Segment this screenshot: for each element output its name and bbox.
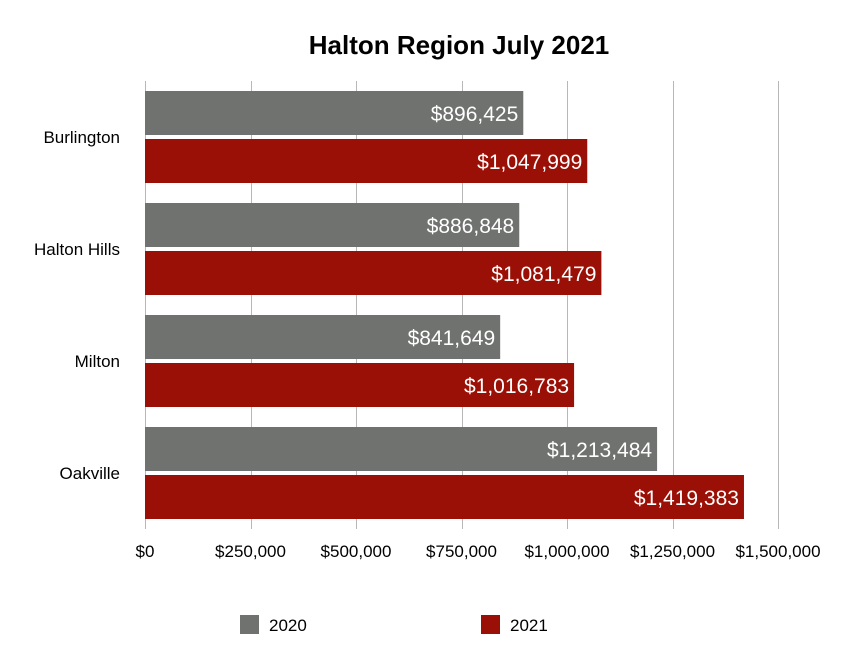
x-tick-label: $1,000,000 <box>524 542 609 561</box>
x-tick-label: $750,000 <box>426 542 497 561</box>
legend-label: 2020 <box>269 616 307 635</box>
bar <box>145 427 658 471</box>
bar <box>145 203 520 247</box>
bar <box>145 251 602 295</box>
category-labels: Burlington Halton Hills Milton Oakville <box>34 128 120 483</box>
x-axis-tick-labels: $0 $250,000 $500,000 $750,000 $1,000,000 $1,2… <box>136 542 821 561</box>
category-label: Oakville <box>60 464 120 483</box>
data-label: $1,213,484 <box>547 439 652 462</box>
bar <box>145 475 744 519</box>
x-tick-label: $500,000 <box>321 542 392 561</box>
chart-title: Halton Region July 2021 <box>309 30 610 60</box>
x-tick-label: $1,500,000 <box>735 542 820 561</box>
category-label: Milton <box>75 352 120 371</box>
bar <box>145 315 501 359</box>
legend-item: 2021 <box>481 615 548 635</box>
category-label: Burlington <box>43 128 120 147</box>
legend-item: 2020 <box>240 615 307 635</box>
legend-swatch <box>240 615 259 634</box>
x-tick-label: $0 <box>136 542 155 561</box>
legend-swatch <box>481 615 500 634</box>
data-label: $1,047,999 <box>477 151 582 174</box>
data-label: $896,425 <box>431 103 519 126</box>
bar <box>145 139 588 183</box>
data-label: $841,649 <box>408 327 496 350</box>
legend: 2020 2021 <box>240 615 548 635</box>
data-label: $1,419,383 <box>634 487 739 510</box>
data-label: $1,081,479 <box>491 263 596 286</box>
data-label: $1,016,783 <box>464 375 569 398</box>
data-label: $886,848 <box>427 215 515 238</box>
legend-label: 2021 <box>510 616 548 635</box>
x-tick-label: $1,250,000 <box>630 542 715 561</box>
bars: $896,425 $1,047,999 $886,848 $1,081,479 $841… <box>145 91 744 519</box>
x-tick-label: $250,000 <box>215 542 286 561</box>
category-label: Halton Hills <box>34 240 120 259</box>
bar <box>145 91 524 135</box>
bar <box>145 363 575 407</box>
